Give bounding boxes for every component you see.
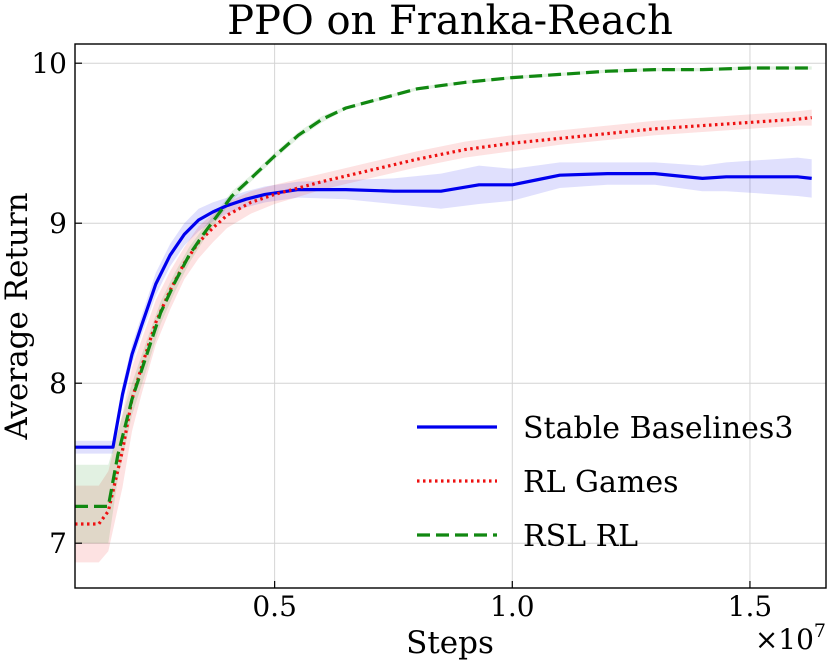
x-axis-multiplier-exponent: 7 [814,620,826,642]
plot-frame [74,43,827,589]
rsl-rl-line [75,66,812,508]
y-tick-label: 10 [31,47,67,80]
chart-title: PPO on Franka-Reach [227,0,673,44]
x-axis-label: Steps [406,625,494,661]
legend-label-rsl-rl: RSL RL [523,519,638,554]
x-axis-multiplier-base: ×10 [755,623,814,656]
x-axis-multiplier: ×107 [755,620,826,656]
series-lines [75,66,812,526]
x-tick-label: 0.5 [252,590,297,623]
legend-label-stable-baselines3: Stable Baselines3 [523,411,793,446]
grid [75,44,826,588]
y-tick-label: 7 [49,527,67,560]
x-tick-label: 1.0 [490,590,535,623]
legend: Stable Baselines3 RL Games RSL RL [417,411,793,554]
y-axis-label: Average Return [0,192,35,440]
stable-baselines3-band [75,157,812,454]
axis-ticks: 0.5 1.0 1.5 7 8 9 10 [31,47,772,623]
rsl-rl-band [75,66,812,544]
y-tick-label: 8 [49,367,67,400]
legend-label-rl-games: RL Games [523,465,679,500]
x-tick-label: 1.5 [728,590,773,623]
stable-baselines3-line [75,172,812,449]
y-tick-label: 9 [49,207,67,240]
confidence-bands [75,66,812,563]
